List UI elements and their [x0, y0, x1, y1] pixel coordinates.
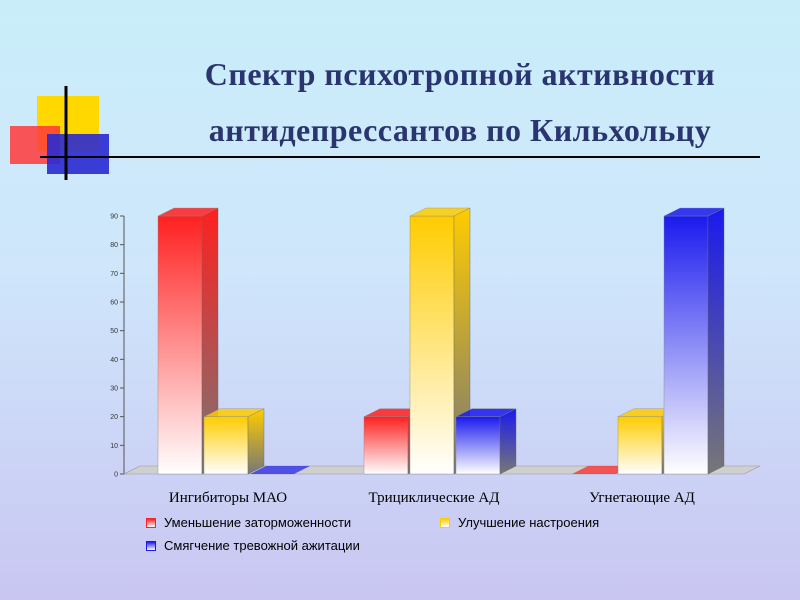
- bar: [409, 207, 471, 475]
- bar: [572, 466, 632, 474]
- legend-label: Улучшение настроения: [458, 515, 600, 530]
- category-label: Угнетающие АД: [589, 490, 695, 506]
- category-label: Трициклические АД: [369, 490, 500, 506]
- bar: [250, 466, 310, 474]
- legend-swatch: [146, 517, 156, 528]
- legend-item: Уменьшение заторможенности: [146, 515, 351, 530]
- y-tick-label: 0: [114, 472, 118, 479]
- y-tick-label: 50: [110, 328, 118, 335]
- title-line-2: антидепрессантов по Кильхольцу: [208, 112, 712, 148]
- y-tick-label: 30: [110, 386, 118, 393]
- y-tick-label: 60: [110, 300, 118, 307]
- bar: [203, 408, 265, 475]
- y-tick-label: 70: [110, 271, 118, 278]
- y-tick-label: 10: [110, 443, 118, 450]
- y-tick-label: 40: [110, 357, 118, 364]
- legend-label: Смягчение тревожной ажитации: [164, 538, 360, 553]
- legend-item: Улучшение настроения: [440, 515, 599, 530]
- legend-label: Уменьшение заторможенности: [164, 515, 352, 530]
- legend-item: Смягчение тревожной ажитации: [146, 538, 360, 553]
- legend-swatch: [146, 540, 156, 551]
- y-tick-label: 20: [110, 414, 118, 421]
- bar: [663, 207, 725, 475]
- bar: [157, 207, 219, 475]
- category-label: Ингибиторы МАО: [169, 490, 287, 506]
- title-line-1: Спектр психотропной активности: [204, 56, 716, 92]
- y-tick-label: 80: [110, 242, 118, 249]
- y-tick-label: 90: [110, 214, 118, 221]
- blue-square-decoration: [47, 134, 109, 174]
- bar: [455, 408, 517, 475]
- legend-swatch: [440, 517, 450, 528]
